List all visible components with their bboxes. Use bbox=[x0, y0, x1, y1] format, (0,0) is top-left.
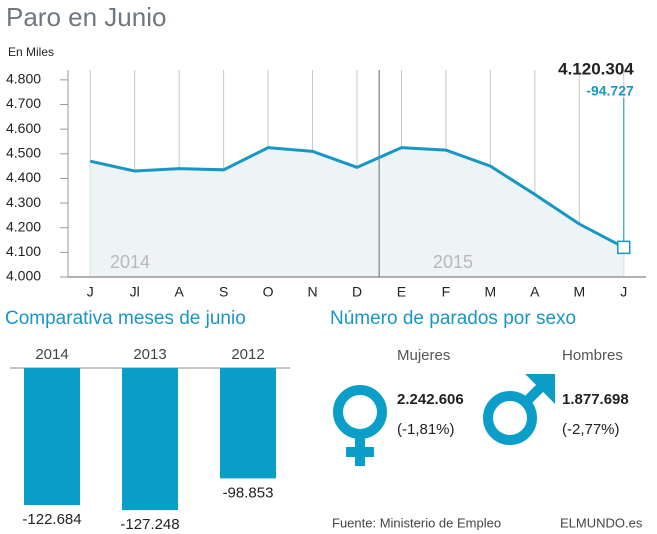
x-tick-label: M bbox=[573, 284, 585, 300]
y-tick-label: 4.100 bbox=[6, 243, 41, 259]
x-tick-label: 2012 bbox=[231, 346, 264, 363]
x-tick-label: A bbox=[530, 284, 540, 300]
line bbox=[89, 146, 625, 249]
x-tick-label: 2013 bbox=[133, 346, 166, 363]
sex-label: Hombres bbox=[562, 347, 623, 364]
sex-label: Mujeres bbox=[397, 347, 450, 364]
y-tick-label: 4.300 bbox=[6, 194, 41, 210]
bar-chart-title: Comparativa meses de junio bbox=[5, 308, 246, 329]
title: Paro en Junio bbox=[6, 2, 166, 32]
y-tick-label: 4.000 bbox=[6, 268, 41, 284]
female-icon bbox=[333, 385, 387, 466]
y-axis-label: En Miles bbox=[8, 45, 54, 59]
bar bbox=[220, 368, 276, 479]
bar bbox=[122, 368, 178, 511]
y-tick-label: 4.800 bbox=[6, 71, 41, 87]
x-tick-label: 2014 bbox=[35, 346, 68, 363]
value-label: -127.248 bbox=[120, 516, 179, 533]
x-tick-label: F bbox=[442, 284, 451, 300]
sex-value: 1.877.698 bbox=[562, 391, 629, 408]
y-tick-label: 4.500 bbox=[6, 144, 41, 160]
sex-value: 2.242.606 bbox=[397, 391, 464, 408]
value-label: 4.120.304 bbox=[558, 59, 634, 78]
x-tick-label: O bbox=[263, 284, 274, 300]
y-tick-label: 4.200 bbox=[6, 218, 41, 234]
y-tick-label: 4.600 bbox=[6, 120, 41, 136]
change-label: -94.727 bbox=[586, 83, 634, 99]
x-tick-label: Jl bbox=[130, 284, 140, 300]
period-label: 2014 bbox=[110, 252, 150, 272]
sex-change: (-2,77%) bbox=[562, 421, 620, 438]
x-tick-label: E bbox=[397, 284, 406, 300]
point-marker bbox=[617, 240, 631, 255]
bar bbox=[24, 368, 80, 505]
x-tick-label: D bbox=[352, 284, 362, 300]
x-tick-label: M bbox=[485, 284, 497, 300]
sex-title: Número de parados por sexo bbox=[330, 308, 576, 329]
value-label: -98.853 bbox=[223, 484, 274, 501]
x-tick-label: N bbox=[307, 284, 317, 300]
y-tick-label: 4.700 bbox=[6, 95, 41, 111]
value-label: -122.684 bbox=[22, 511, 81, 528]
source: Fuente: Ministerio de Empleo bbox=[332, 515, 501, 530]
x-tick-label: A bbox=[174, 284, 184, 300]
y-tick-label: 4.400 bbox=[6, 169, 41, 185]
period-label: 2015 bbox=[433, 252, 473, 272]
x-tick-label: J bbox=[87, 284, 94, 300]
sex-change: (-1,81%) bbox=[397, 421, 455, 438]
male-icon bbox=[483, 374, 555, 445]
brand: ELMUNDO.es bbox=[560, 515, 643, 530]
x-tick-label: S bbox=[219, 284, 228, 300]
x-tick-label: J bbox=[620, 284, 627, 300]
area bbox=[90, 147, 624, 277]
